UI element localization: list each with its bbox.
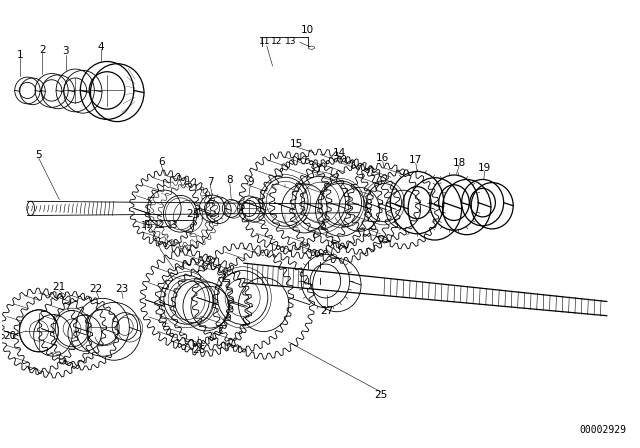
Text: 22: 22 <box>90 284 103 293</box>
Text: 4: 4 <box>97 42 104 52</box>
Text: 17: 17 <box>409 155 422 165</box>
Text: 9: 9 <box>247 177 253 187</box>
Text: 1: 1 <box>17 50 23 60</box>
Text: 23: 23 <box>115 284 128 293</box>
Text: 20: 20 <box>3 331 16 341</box>
Text: 16: 16 <box>376 153 389 163</box>
Text: 15: 15 <box>289 139 303 149</box>
Text: 6: 6 <box>158 157 164 167</box>
Text: 7: 7 <box>207 177 214 187</box>
Text: 26: 26 <box>193 345 206 354</box>
Text: 3: 3 <box>62 46 69 56</box>
Text: 14: 14 <box>333 148 346 158</box>
Text: 25: 25 <box>374 390 387 401</box>
Text: 24: 24 <box>186 209 200 219</box>
Text: 11: 11 <box>259 37 271 46</box>
Text: 13: 13 <box>167 221 179 230</box>
Text: 2: 2 <box>39 45 45 56</box>
Text: 13: 13 <box>285 37 296 46</box>
Text: 11: 11 <box>141 221 153 230</box>
Text: 18: 18 <box>452 158 466 168</box>
Text: 12: 12 <box>154 221 166 230</box>
Text: 12: 12 <box>271 37 283 46</box>
Text: 8: 8 <box>227 175 233 185</box>
Text: 21: 21 <box>52 282 66 292</box>
Text: 10: 10 <box>301 26 314 35</box>
Text: 19: 19 <box>478 164 491 173</box>
Text: 27: 27 <box>320 306 333 316</box>
Text: 5: 5 <box>36 150 42 160</box>
Text: 00002929: 00002929 <box>579 426 626 435</box>
